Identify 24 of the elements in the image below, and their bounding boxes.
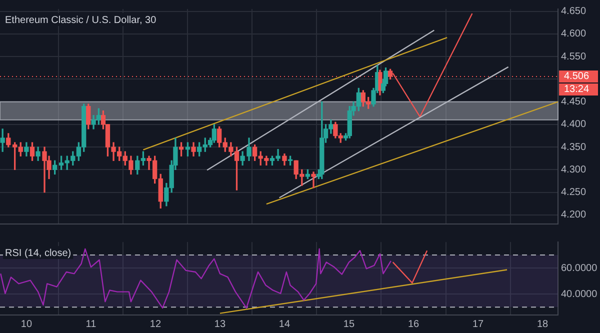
- x-tick-label: 13: [214, 318, 226, 330]
- text: Ethereum Classic / U.S. Dollar, 30: [5, 14, 157, 26]
- x-tick-label: 16: [408, 318, 420, 330]
- y-tick-label: 4.550: [561, 51, 586, 62]
- y-tick-label: 4.300: [561, 164, 586, 176]
- y-tick-label: 60.0000: [561, 262, 598, 274]
- y-tick-label: 4.450: [561, 96, 586, 108]
- x-tick-label: 18: [536, 318, 549, 330]
- y-tick-label: 4.250: [561, 187, 586, 198]
- x-tick-label: 14: [278, 318, 290, 330]
- x-tick-label: 11: [86, 318, 97, 330]
- x-tick-label: 15: [343, 318, 355, 330]
- x-tick-label: 10: [20, 318, 32, 330]
- x-tick-label: 12: [150, 318, 162, 330]
- ref-line-label: 4.506: [564, 71, 590, 82]
- y-tick-label: 4.650: [561, 6, 586, 18]
- y-tick-label: 4.200: [561, 210, 586, 221]
- y-tick-label: 40.0000: [561, 288, 598, 300]
- x-tick-label: 17: [472, 318, 484, 330]
- y-tick-label: 4.600: [561, 28, 586, 40]
- y-tick-label: 4.400: [561, 119, 586, 130]
- text: RSI (14, close): [5, 248, 72, 259]
- text: 13:24: [564, 84, 590, 96]
- y-tick-label: 4.350: [561, 142, 586, 153]
